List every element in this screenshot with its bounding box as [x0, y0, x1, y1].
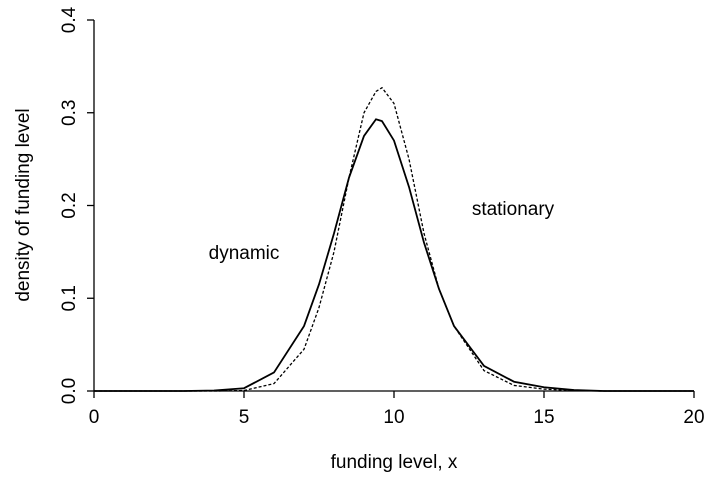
y-tick-label: 0.2	[59, 192, 80, 218]
annotation: stationary	[472, 199, 555, 220]
line-series	[94, 118, 694, 392]
x-tick-label: 5	[239, 407, 250, 428]
x-tick-label: 0	[89, 407, 100, 428]
y-axis-title: density of funding level	[13, 108, 34, 301]
y-tick-label: 0.0	[59, 378, 80, 404]
x-tick-label: 20	[683, 407, 704, 428]
x-tick-label: 15	[533, 407, 554, 428]
y-tick-label: 0.3	[59, 100, 80, 126]
x-axis-title: funding level, x	[331, 452, 458, 473]
annotation: dynamic	[209, 243, 280, 264]
y-tick-label: 0.4	[59, 6, 80, 33]
y-tick-label: 0.1	[59, 285, 80, 311]
x-tick-label: 10	[383, 407, 404, 428]
line-series	[94, 86, 694, 392]
